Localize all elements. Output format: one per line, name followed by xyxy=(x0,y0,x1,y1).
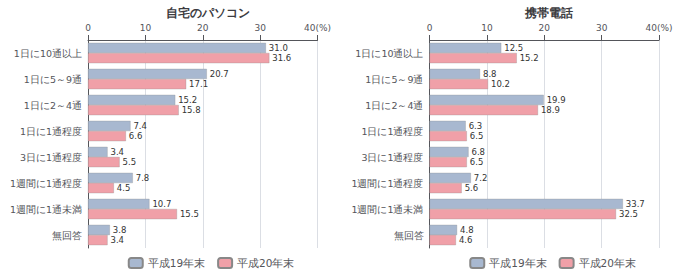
svg-text:3.8: 3.8 xyxy=(113,225,127,235)
svg-text:20: 20 xyxy=(539,23,551,33)
svg-text:1日に5～9通: 1日に5～9通 xyxy=(24,74,82,85)
svg-text:0: 0 xyxy=(427,23,433,33)
svg-text:3.4: 3.4 xyxy=(111,235,125,245)
svg-text:4.6: 4.6 xyxy=(459,235,473,245)
svg-text:30: 30 xyxy=(254,23,266,33)
svg-text:20.7: 20.7 xyxy=(210,69,229,79)
svg-text:1週間に1通未満: 1週間に1通未満 xyxy=(351,204,423,215)
svg-text:7.8: 7.8 xyxy=(136,173,150,183)
svg-text:6.5: 6.5 xyxy=(470,157,484,167)
svg-text:4.5: 4.5 xyxy=(117,183,131,193)
svg-text:6.6: 6.6 xyxy=(129,131,143,141)
svg-text:1週間に1通未満: 1週間に1通未満 xyxy=(10,204,82,215)
svg-text:30: 30 xyxy=(596,23,608,33)
svg-text:31.0: 31.0 xyxy=(269,43,288,53)
svg-text:0: 0 xyxy=(85,23,91,33)
svg-text:無回答: 無回答 xyxy=(52,230,82,241)
svg-text:1日に2～4通: 1日に2～4通 xyxy=(24,100,82,111)
svg-text:15.5: 15.5 xyxy=(180,209,199,219)
svg-text:3日に1通程度: 3日に1通程度 xyxy=(20,152,82,163)
svg-text:自宅のパソコン: 自宅のパソコン xyxy=(166,6,250,20)
svg-text:17.1: 17.1 xyxy=(189,79,208,89)
svg-text:15.8: 15.8 xyxy=(182,105,201,115)
svg-text:4.8: 4.8 xyxy=(460,225,474,235)
svg-text:10.7: 10.7 xyxy=(152,199,171,209)
svg-text:18.9: 18.9 xyxy=(541,105,560,115)
svg-text:10.2: 10.2 xyxy=(491,79,510,89)
svg-text:平成20年末: 平成20年末 xyxy=(579,257,636,269)
svg-text:19.9: 19.9 xyxy=(547,95,566,105)
svg-text:3.4: 3.4 xyxy=(111,147,125,157)
svg-text:1日に10通以上: 1日に10通以上 xyxy=(355,48,423,59)
svg-text:7.2: 7.2 xyxy=(474,173,488,183)
svg-text:10: 10 xyxy=(140,23,152,33)
svg-text:6.3: 6.3 xyxy=(469,121,483,131)
svg-text:15.2: 15.2 xyxy=(520,53,539,63)
svg-text:3日に1通程度: 3日に1通程度 xyxy=(361,152,423,163)
svg-text:10: 10 xyxy=(481,23,493,33)
svg-text:6.8: 6.8 xyxy=(472,147,486,157)
svg-text:31.6: 31.6 xyxy=(272,53,291,63)
svg-text:8.8: 8.8 xyxy=(483,69,497,79)
svg-text:携帯電話: 携帯電話 xyxy=(524,6,573,20)
svg-text:5.6: 5.6 xyxy=(465,183,479,193)
svg-text:32.5: 32.5 xyxy=(619,209,638,219)
svg-text:平成19年末: 平成19年末 xyxy=(489,257,546,269)
svg-text:1週間に1通程度: 1週間に1通程度 xyxy=(351,178,423,189)
svg-text:40(%): 40(%) xyxy=(304,23,331,33)
svg-text:12.5: 12.5 xyxy=(504,43,523,53)
svg-text:7.4: 7.4 xyxy=(133,121,147,131)
svg-text:平成19年末: 平成19年末 xyxy=(148,257,205,269)
svg-text:20: 20 xyxy=(197,23,209,33)
svg-text:33.7: 33.7 xyxy=(626,199,645,209)
svg-text:5.5: 5.5 xyxy=(123,157,137,167)
svg-text:40(%): 40(%) xyxy=(645,23,672,33)
svg-text:1日に2～4通: 1日に2～4通 xyxy=(365,100,423,111)
svg-text:15.2: 15.2 xyxy=(178,95,197,105)
svg-text:無回答: 無回答 xyxy=(394,230,424,241)
svg-text:1日に10通以上: 1日に10通以上 xyxy=(14,48,82,59)
svg-text:1日に1通程度: 1日に1通程度 xyxy=(20,126,82,137)
svg-text:1週間に1通程度: 1週間に1通程度 xyxy=(10,178,82,189)
svg-text:1日に1通程度: 1日に1通程度 xyxy=(361,126,423,137)
svg-text:平成20年末: 平成20年末 xyxy=(237,257,294,269)
svg-text:1日に5～9通: 1日に5～9通 xyxy=(365,74,423,85)
svg-text:6.5: 6.5 xyxy=(470,131,484,141)
